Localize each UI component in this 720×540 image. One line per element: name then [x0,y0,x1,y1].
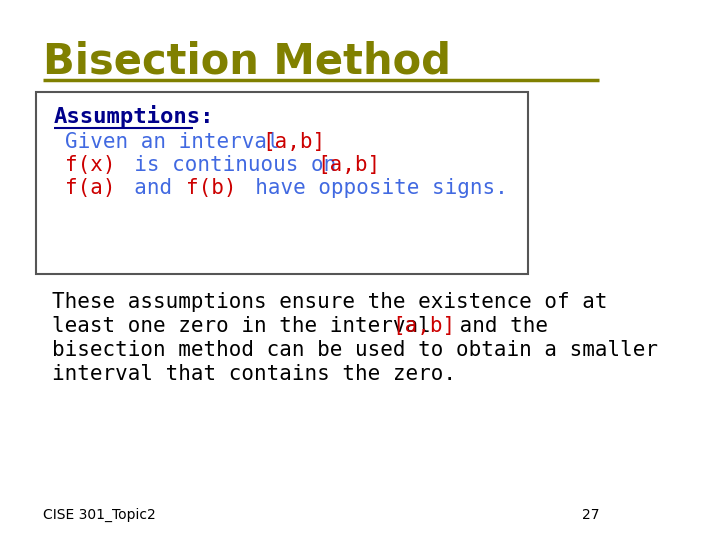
Text: [a,b]: [a,b] [392,316,455,336]
Text: 27: 27 [582,508,600,522]
Text: Bisection Method: Bisection Method [43,40,451,82]
Text: CISE 301_Topic2: CISE 301_Topic2 [43,508,156,522]
Text: f(b): f(b) [186,178,236,198]
Text: is continuous on: is continuous on [109,155,349,175]
Text: have opposite signs.: have opposite signs. [230,178,508,198]
Text: and the: and the [447,316,548,336]
Text: bisection method can be used to obtain a smaller: bisection method can be used to obtain a… [52,340,658,360]
Text: interval that contains the zero.: interval that contains the zero. [52,364,456,384]
Text: f(a): f(a) [65,178,116,198]
Text: [a,b]: [a,b] [318,155,381,175]
Text: f(x): f(x) [65,155,116,175]
Text: Given an interval: Given an interval [65,132,292,152]
Text: [a,b]: [a,b] [263,132,325,152]
Text: Assumptions:: Assumptions: [54,105,215,127]
Text: and: and [109,178,197,198]
FancyBboxPatch shape [37,92,528,274]
Text: These assumptions ensure the existence of at: These assumptions ensure the existence o… [52,292,608,312]
Text: least one zero in the interval: least one zero in the interval [52,316,444,336]
